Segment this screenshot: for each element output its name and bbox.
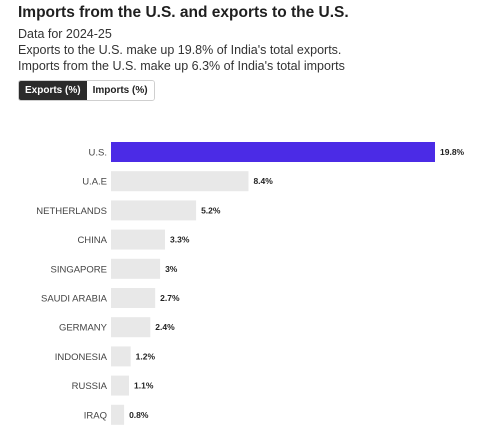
bar-china[interactable] xyxy=(111,229,165,250)
bar-u-s[interactable] xyxy=(111,142,435,162)
bar-saudi-arabia[interactable] xyxy=(111,288,156,308)
tab-exports[interactable]: Exports (%) xyxy=(19,81,87,100)
category-label-russia: RUSSIA xyxy=(72,381,108,392)
value-label-germany: 2.4% xyxy=(155,322,175,332)
category-label-singapore: SINGAPORE xyxy=(51,264,108,275)
category-label-saudi-arabia: SAUDI ARABIA xyxy=(41,294,108,305)
value-label-china: 3.3% xyxy=(170,235,190,245)
exports-share-note: Exports to the U.S. make up 19.8% of Ind… xyxy=(18,43,342,57)
value-label-iraq: 0.8% xyxy=(129,410,149,420)
bar-indonesia[interactable] xyxy=(111,346,131,367)
value-label-saudi-arabia: 2.7% xyxy=(160,293,180,303)
metric-toggle: Exports (%) Imports (%) xyxy=(18,80,155,101)
value-label-netherlands: 5.2% xyxy=(201,205,221,215)
value-label-u-s: 19.8% xyxy=(440,147,465,157)
category-label-iraq: IRAQ xyxy=(84,410,107,421)
value-label-singapore: 3% xyxy=(165,264,178,274)
category-label-indonesia: INDONESIA xyxy=(55,352,108,363)
value-label-indonesia: 1.2% xyxy=(136,351,156,361)
bar-germany[interactable] xyxy=(111,317,151,338)
value-label-u-a-e: 8.4% xyxy=(253,176,273,186)
bar-russia[interactable] xyxy=(111,375,129,396)
bar-iraq[interactable] xyxy=(111,404,125,425)
category-label-netherlands: NETHERLANDS xyxy=(36,206,107,217)
category-label-germany: GERMANY xyxy=(59,323,108,334)
value-label-russia: 1.1% xyxy=(134,381,154,391)
tab-imports[interactable]: Imports (%) xyxy=(86,81,154,100)
chart-title: Imports from the U.S. and exports to the… xyxy=(18,4,349,21)
bar-singapore[interactable] xyxy=(111,258,161,279)
category-label-u-a-e: U.A.E xyxy=(82,177,107,188)
imports-share-note: Imports from the U.S. make up 6.3% of In… xyxy=(18,59,345,73)
bar-netherlands[interactable] xyxy=(111,200,197,221)
category-label-china: CHINA xyxy=(77,235,107,246)
category-label-u-s: U.S. xyxy=(89,148,107,159)
data-year-note: Data for 2024-25 xyxy=(18,27,112,41)
bar-u-a-e[interactable] xyxy=(111,171,249,192)
